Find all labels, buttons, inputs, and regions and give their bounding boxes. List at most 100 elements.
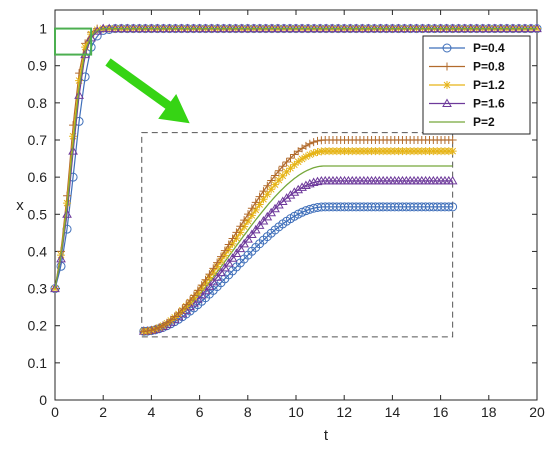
marker bbox=[243, 234, 253, 243]
marker bbox=[244, 216, 253, 225]
marker bbox=[443, 62, 451, 71]
marker bbox=[143, 327, 152, 336]
marker bbox=[68, 146, 78, 155]
marker bbox=[294, 157, 303, 166]
y-tick-label: 0.8 bbox=[28, 95, 48, 111]
marker bbox=[228, 234, 237, 243]
marker bbox=[182, 300, 191, 309]
marker bbox=[247, 229, 257, 239]
marker bbox=[205, 270, 214, 279]
marker bbox=[224, 245, 233, 254]
marker bbox=[309, 149, 318, 158]
x-tick-label: 2 bbox=[99, 404, 107, 420]
marker bbox=[254, 220, 265, 229]
marker bbox=[151, 325, 160, 334]
marker bbox=[244, 210, 253, 219]
marker bbox=[442, 43, 452, 53]
marker bbox=[228, 239, 237, 248]
marker bbox=[239, 238, 250, 248]
marker bbox=[62, 209, 72, 218]
zoom-source-box bbox=[54, 27, 93, 56]
marker bbox=[255, 200, 264, 209]
marker bbox=[227, 253, 238, 262]
zoom-arrow bbox=[105, 58, 190, 124]
x-tick-label: 4 bbox=[148, 404, 156, 420]
marker bbox=[247, 204, 256, 213]
marker bbox=[247, 211, 256, 220]
marker bbox=[174, 308, 183, 317]
y-tick-label: 0.2 bbox=[28, 318, 48, 334]
inset-series-p-0-4 bbox=[139, 202, 458, 336]
marker bbox=[224, 240, 233, 249]
marker bbox=[305, 150, 314, 159]
marker bbox=[74, 90, 84, 99]
x-tick-label: 10 bbox=[288, 404, 304, 420]
marker bbox=[178, 304, 187, 313]
legend-label: P=1.2 bbox=[473, 78, 505, 92]
legend-entry: P=2 bbox=[429, 115, 495, 129]
x-tick-label: 20 bbox=[529, 404, 545, 420]
legend-label: P=0.4 bbox=[473, 41, 505, 55]
marker bbox=[262, 211, 273, 221]
marker bbox=[223, 258, 234, 267]
marker bbox=[93, 25, 102, 34]
marker bbox=[301, 141, 310, 150]
marker bbox=[304, 178, 315, 188]
x-tick-label: 6 bbox=[196, 404, 204, 420]
marker bbox=[267, 176, 276, 185]
marker bbox=[289, 187, 300, 196]
marker bbox=[170, 312, 179, 321]
legend-label: P=2 bbox=[473, 115, 495, 129]
marker bbox=[286, 154, 295, 163]
marker bbox=[189, 291, 198, 300]
y-tick-label: 0.4 bbox=[28, 243, 48, 259]
marker bbox=[282, 167, 291, 176]
inset-series-p-1-2 bbox=[139, 147, 457, 336]
marker bbox=[442, 98, 452, 107]
x-axis-title: t bbox=[324, 427, 329, 444]
x-tick-label: 8 bbox=[244, 404, 252, 420]
marker bbox=[258, 216, 269, 225]
marker bbox=[447, 175, 458, 185]
marker bbox=[208, 276, 219, 286]
marker bbox=[259, 195, 268, 204]
x-tick-label: 0 bbox=[51, 404, 59, 420]
marker bbox=[201, 275, 210, 284]
marker bbox=[220, 251, 229, 260]
marker bbox=[81, 43, 90, 52]
marker bbox=[278, 171, 287, 180]
legend-entry: P=0.8 bbox=[429, 60, 505, 74]
marker bbox=[251, 198, 260, 207]
marker bbox=[235, 243, 246, 253]
x-tick-label: 16 bbox=[433, 404, 449, 420]
marker bbox=[448, 202, 458, 212]
marker bbox=[251, 205, 260, 214]
marker bbox=[155, 323, 164, 332]
marker bbox=[56, 253, 66, 263]
marker bbox=[308, 177, 319, 187]
inset-series-p-0-8 bbox=[139, 136, 457, 336]
marker bbox=[267, 185, 276, 194]
series-p-2 bbox=[54, 28, 537, 289]
arrow-shaft bbox=[105, 58, 175, 112]
marker bbox=[263, 190, 272, 199]
y-tick-label: 1 bbox=[39, 21, 47, 37]
y-tick-label: 0.3 bbox=[28, 281, 48, 297]
marker bbox=[75, 76, 84, 85]
marker bbox=[298, 155, 307, 164]
marker bbox=[209, 264, 218, 273]
legend-label: P=0.8 bbox=[473, 60, 505, 74]
y-tick-label: 0.5 bbox=[28, 206, 48, 222]
marker bbox=[282, 158, 291, 167]
marker bbox=[290, 150, 299, 159]
marker bbox=[186, 296, 195, 305]
marker bbox=[204, 281, 215, 290]
arrow-head bbox=[158, 94, 190, 124]
x-tick-label: 18 bbox=[481, 404, 497, 420]
marker bbox=[193, 286, 202, 295]
marker bbox=[216, 267, 226, 277]
marker bbox=[301, 180, 311, 189]
marker bbox=[213, 262, 222, 271]
x-tick-label: 12 bbox=[336, 404, 352, 420]
